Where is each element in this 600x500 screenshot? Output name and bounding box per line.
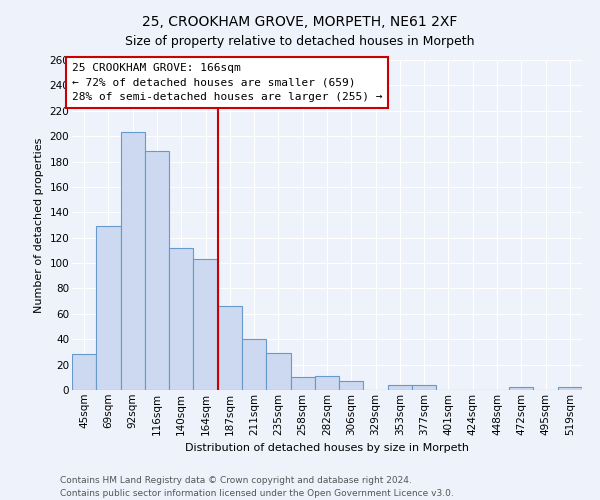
- Y-axis label: Number of detached properties: Number of detached properties: [34, 138, 44, 312]
- Bar: [412, 385, 436, 390]
- Bar: [388, 385, 412, 390]
- Bar: [96, 226, 121, 390]
- Bar: [339, 381, 364, 390]
- Bar: [266, 353, 290, 390]
- Bar: [509, 388, 533, 390]
- Bar: [558, 388, 582, 390]
- Bar: [290, 378, 315, 390]
- Text: 25 CROOKHAM GROVE: 166sqm
← 72% of detached houses are smaller (659)
28% of semi: 25 CROOKHAM GROVE: 166sqm ← 72% of detac…: [72, 62, 383, 102]
- Text: 25, CROOKHAM GROVE, MORPETH, NE61 2XF: 25, CROOKHAM GROVE, MORPETH, NE61 2XF: [142, 15, 458, 29]
- Text: Size of property relative to detached houses in Morpeth: Size of property relative to detached ho…: [125, 35, 475, 48]
- X-axis label: Distribution of detached houses by size in Morpeth: Distribution of detached houses by size …: [185, 443, 469, 453]
- Bar: [72, 354, 96, 390]
- Bar: [121, 132, 145, 390]
- Bar: [218, 306, 242, 390]
- Bar: [242, 339, 266, 390]
- Bar: [145, 152, 169, 390]
- Bar: [193, 260, 218, 390]
- Bar: [169, 248, 193, 390]
- Text: Contains HM Land Registry data © Crown copyright and database right 2024.
Contai: Contains HM Land Registry data © Crown c…: [60, 476, 454, 498]
- Bar: [315, 376, 339, 390]
